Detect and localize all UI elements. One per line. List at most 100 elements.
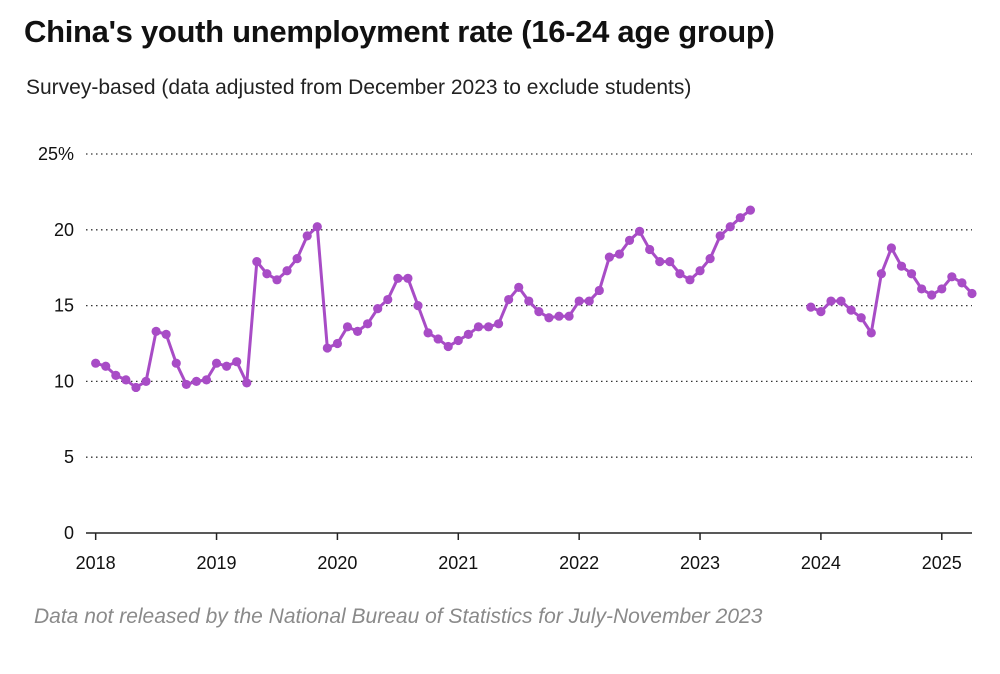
data-point (554, 311, 564, 321)
data-point (604, 252, 614, 262)
data-point (504, 294, 514, 305)
data-point (514, 282, 524, 293)
data-point (493, 319, 504, 329)
data-point (101, 361, 111, 371)
data-point (352, 326, 363, 336)
data-point (383, 294, 393, 305)
data-point (594, 285, 604, 296)
data-point (453, 335, 463, 346)
data-point (715, 231, 725, 241)
x-tick-label: 2019 (197, 553, 237, 573)
data-point (131, 382, 141, 393)
data-point (906, 269, 917, 279)
series-layer (91, 205, 977, 393)
data-point (443, 341, 453, 352)
data-point (846, 305, 856, 315)
data-point (524, 296, 534, 306)
data-point (635, 226, 645, 236)
data-point (836, 296, 846, 306)
data-point (191, 376, 201, 386)
data-point (886, 243, 897, 253)
data-point (161, 329, 171, 339)
data-point (725, 222, 735, 232)
data-point (373, 304, 383, 314)
data-point (262, 269, 272, 279)
data-point (342, 322, 353, 332)
data-point (111, 370, 121, 380)
data-point (91, 358, 101, 368)
data-point (322, 343, 332, 353)
data-point (655, 257, 665, 267)
y-tick-label: 10 (54, 371, 74, 391)
x-tick-label: 2025 (922, 553, 962, 573)
data-point (735, 213, 745, 223)
data-point (151, 326, 161, 336)
data-point (866, 328, 876, 338)
x-tick-label: 2020 (317, 553, 357, 573)
series-line (94, 208, 752, 389)
data-point (957, 278, 967, 288)
data-point (403, 273, 413, 283)
x-tick-label: 2018 (76, 553, 116, 573)
data-point (211, 358, 222, 368)
data-point (917, 284, 927, 294)
data-point (624, 235, 635, 246)
data-point (363, 319, 373, 329)
data-point (745, 205, 756, 215)
data-point (272, 275, 282, 285)
data-point (413, 301, 423, 311)
data-point (232, 357, 242, 367)
data-point (252, 257, 262, 267)
data-point (312, 222, 322, 232)
y-tick-label: 20 (54, 220, 74, 240)
data-point (564, 311, 574, 321)
data-point (927, 290, 937, 300)
data-point (483, 322, 494, 332)
data-point (473, 322, 484, 332)
series-1 (91, 205, 756, 393)
data-point (896, 261, 907, 271)
data-point (292, 254, 302, 264)
data-point (645, 244, 655, 255)
data-point (574, 296, 584, 306)
data-point (433, 334, 443, 344)
series-line (809, 246, 974, 335)
data-point (141, 376, 151, 386)
data-point (806, 302, 816, 312)
data-point (332, 338, 343, 349)
chart-title: China's youth unemployment rate (16-24 a… (24, 14, 775, 49)
data-point (584, 296, 594, 306)
x-tick-label: 2023 (680, 553, 720, 573)
data-point (614, 249, 625, 259)
y-tick-label: 25% (38, 144, 74, 164)
data-point (282, 266, 292, 276)
y-tick-label: 5 (64, 447, 74, 467)
data-point (201, 375, 212, 385)
data-point (544, 313, 554, 323)
x-tick-label: 2024 (801, 553, 841, 573)
data-point (675, 269, 685, 279)
data-point (302, 231, 312, 241)
data-point (222, 361, 232, 371)
data-point (463, 329, 473, 339)
data-point (705, 254, 715, 264)
data-point (121, 375, 131, 385)
data-point (695, 266, 705, 276)
chart-subtitle: Survey-based (data adjusted from Decembe… (26, 76, 692, 99)
y-tick-label: 15 (54, 296, 74, 316)
data-point (856, 313, 866, 323)
series-2 (806, 243, 977, 338)
x-tick-label: 2022 (559, 553, 599, 573)
x-tick-label: 2021 (438, 553, 478, 573)
gridlines: 0 5 10 15 20 25% (38, 144, 972, 543)
data-point (967, 288, 977, 299)
data-point (393, 273, 403, 283)
data-point (242, 378, 252, 388)
data-point (665, 257, 675, 267)
data-point (171, 358, 181, 368)
y-tick-label: 0 (64, 523, 74, 543)
data-point (826, 296, 836, 306)
data-point (816, 307, 826, 317)
data-point (937, 284, 947, 294)
